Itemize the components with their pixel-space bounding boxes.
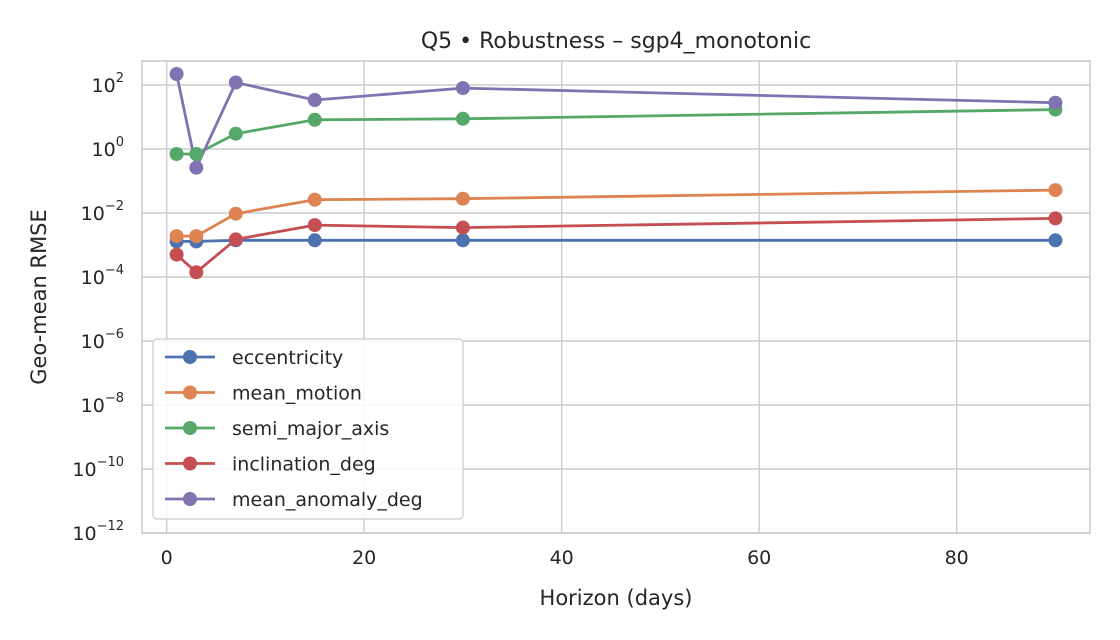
data-point-inclination_deg [169,247,184,262]
data-point-inclination_deg [455,220,470,235]
data-point-eccentricity [307,233,322,248]
data-point-eccentricity [1048,233,1063,248]
y-tick-label: 10−8 [81,391,124,417]
x-tick-label: 40 [550,547,574,569]
legend-box [152,338,464,520]
x-tick-label: 0 [161,547,173,569]
data-point-inclination_deg [189,265,204,280]
data-point-mean_motion [169,229,184,244]
data-point-mean_anomaly_deg [228,75,243,90]
y-tick-label: 10−4 [81,263,124,289]
series-points [169,67,1063,280]
legend-marker-semi_major_axis [183,421,197,435]
legend-label-semi_major_axis: semi_major_axis [232,418,389,440]
chart-title: Q5 • Robustness – sgp4_monotonic [421,29,811,54]
legend-marker-mean_motion [183,385,197,400]
y-tick-label: 100 [92,135,124,161]
legend: eccentricity mean_motion semi_major_axisin… [152,338,464,520]
y-tick-label: 10−12 [72,519,124,545]
legend-marker-inclination_deg [183,456,197,471]
x-tick-label: 20 [352,547,376,569]
x-tick-label: 80 [945,547,969,569]
x-axis-label: Horizon (days) [540,586,693,610]
data-point-mean_anomaly_deg [1048,95,1063,110]
data-point-mean_motion [455,191,470,206]
data-point-inclination_deg [307,218,322,233]
legend-marker-mean_anomaly_deg [183,492,197,506]
data-point-inclination_deg [1048,211,1063,226]
data-point-mean_motion [1048,183,1063,198]
data-point-semi_major_axis [455,111,470,126]
data-point-mean_motion [189,229,204,244]
data-point-semi_major_axis [228,126,243,141]
data-point-mean_motion [228,206,243,221]
legend-label-mean_anomaly_deg: mean_anomaly_deg [232,489,423,511]
legend-label-eccentricity: eccentricity [232,347,343,369]
data-point-mean_anomaly_deg [455,81,470,96]
data-point-mean_anomaly_deg [307,93,322,107]
legend-label-inclination_deg: inclination_deg [232,454,376,476]
x-tick-label: 60 [747,547,771,569]
y-axis-label: Geo-mean RMSE [27,209,51,385]
legend-label-mean_motion: mean_motion [232,383,362,405]
y-tick-label: 102 [92,71,124,97]
data-point-mean_motion [307,192,322,207]
data-point-semi_major_axis [307,112,322,127]
data-point-mean_anomaly_deg [169,67,184,81]
data-point-inclination_deg [228,232,243,247]
data-point-eccentricity [455,233,470,248]
data-point-semi_major_axis [189,147,204,161]
data-point-semi_major_axis [169,147,184,161]
y-tick-label: 10−6 [81,327,124,353]
legend-marker-eccentricity [183,350,197,364]
data-point-mean_anomaly_deg [189,160,204,175]
y-tick-label: 10−10 [72,455,124,481]
y-tick-label: 10−2 [81,199,124,225]
tick-labels: 0 20 40 60 80 102 100 10−2 10−4 10−6 10−8 10−10 10−1… [72,71,968,569]
